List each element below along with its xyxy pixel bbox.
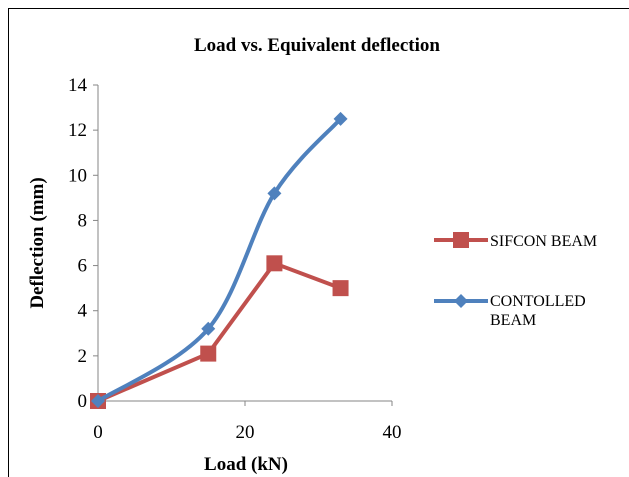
data-point-sifcon-beam (266, 255, 283, 272)
legend-label: CONTOLLED (490, 293, 586, 310)
y-tick-label: 6 (78, 256, 88, 277)
axes: 0 2 4 6 8 10 12 14 0 20 40 (68, 75, 402, 443)
y-tick-label: 10 (68, 165, 87, 186)
legend-label: SIFCON BEAM (490, 233, 597, 250)
legend-item-sifcon-beam: SIFCON BEAM (434, 232, 597, 250)
data-point-contolled-beam (267, 186, 282, 201)
y-axis-title: Deflection (mm) (27, 177, 48, 308)
data-point-contolled-beam (91, 394, 105, 408)
x-axis-title: Load (kN) (204, 454, 288, 475)
legend-item-contolled-beam: CONTOLLED BEAM (434, 293, 586, 329)
series-contolled-beam (91, 111, 348, 408)
series-line-sifcon-beam (97, 261, 342, 403)
data-point-sifcon-beam (200, 345, 217, 362)
series-layer (90, 111, 349, 409)
legend: SIFCON BEAM CONTOLLED BEAM (434, 232, 597, 329)
y-tick-label: 14 (68, 75, 88, 96)
y-tick-label: 4 (78, 301, 88, 322)
chart-frame (8, 8, 629, 477)
series-sifcon-beam (90, 255, 349, 409)
x-tick-label: 0 (93, 422, 103, 443)
legend-label: BEAM (490, 312, 536, 329)
legend-marker (454, 294, 468, 308)
y-tick-label: 0 (78, 391, 88, 412)
y-tick-label: 8 (78, 210, 88, 231)
data-point-contolled-beam (201, 321, 216, 336)
y-tick-label: 2 (78, 346, 88, 367)
series-line-contolled-beam (96, 117, 343, 403)
x-tick-label: 20 (236, 422, 255, 443)
chart-title: Load vs. Equivalent deflection (194, 35, 440, 56)
x-tick-label: 40 (383, 422, 402, 443)
y-tick-label: 12 (68, 120, 87, 141)
data-point-contolled-beam (333, 111, 348, 126)
data-point-sifcon-beam (332, 280, 349, 297)
legend-marker (453, 232, 469, 248)
